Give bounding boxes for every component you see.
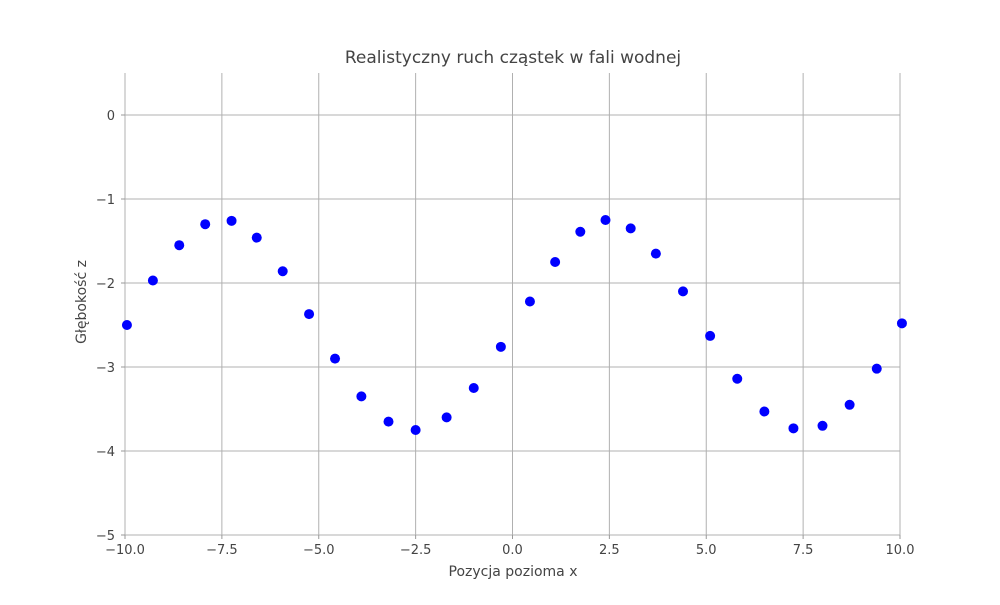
- y-tick-label: −1: [96, 193, 115, 208]
- data-point: [200, 219, 211, 230]
- data-point: [174, 240, 185, 251]
- axis-ticks: −10.0 −7.5 −5.0 −2.5 0.0 2.5 5.0 7.5 10.0 0 −1 −2 −3…: [96, 109, 915, 558]
- y-tick-label: 0: [107, 109, 115, 124]
- data-point: [575, 226, 586, 237]
- data-point: [625, 223, 636, 234]
- data-point: [871, 363, 882, 374]
- chart-title: Realistyczny ruch cząstek w fali wodnej: [345, 48, 681, 68]
- data-point: [277, 266, 288, 277]
- grid: [124, 73, 901, 536]
- data-point: [817, 420, 828, 431]
- x-axis-label: Pozycja pozioma x: [449, 564, 578, 580]
- data-point: [495, 341, 506, 352]
- data-point: [304, 309, 315, 320]
- data-point: [356, 391, 367, 402]
- data-point: [441, 412, 452, 423]
- x-tick-label: 10.0: [886, 543, 915, 558]
- data-point: [650, 248, 661, 259]
- data-point: [147, 275, 158, 286]
- data-point: [524, 296, 535, 307]
- data-point: [121, 320, 132, 330]
- data-point: [383, 416, 394, 427]
- x-tick-label: 5.0: [696, 543, 717, 558]
- data-point: [732, 373, 743, 384]
- data-points: [121, 215, 907, 435]
- x-tick-label: −7.5: [206, 543, 238, 558]
- x-tick-label: 7.5: [793, 543, 814, 558]
- y-tick-label: −2: [96, 277, 115, 292]
- data-point: [896, 318, 907, 329]
- y-tick-label: −5: [96, 529, 115, 544]
- x-tick-label: −5.0: [303, 543, 335, 558]
- data-point: [468, 383, 479, 393]
- y-tick-label: −4: [96, 445, 115, 460]
- data-point: [788, 423, 799, 434]
- data-point: [600, 215, 611, 225]
- data-point: [550, 257, 561, 267]
- data-point: [226, 215, 237, 226]
- data-point: [251, 232, 262, 243]
- data-point: [678, 286, 688, 297]
- data-point: [844, 399, 855, 410]
- x-tick-label: 0.0: [502, 543, 523, 558]
- data-point: [705, 330, 716, 341]
- x-tick-label: −2.5: [400, 543, 432, 558]
- data-point: [410, 425, 421, 435]
- y-tick-label: −3: [96, 361, 115, 376]
- y-axis-label: Głębokość z: [74, 260, 90, 344]
- x-tick-label: −10.0: [105, 543, 145, 558]
- x-tick-label: 2.5: [599, 543, 620, 558]
- data-point: [330, 353, 341, 364]
- data-point: [759, 406, 770, 417]
